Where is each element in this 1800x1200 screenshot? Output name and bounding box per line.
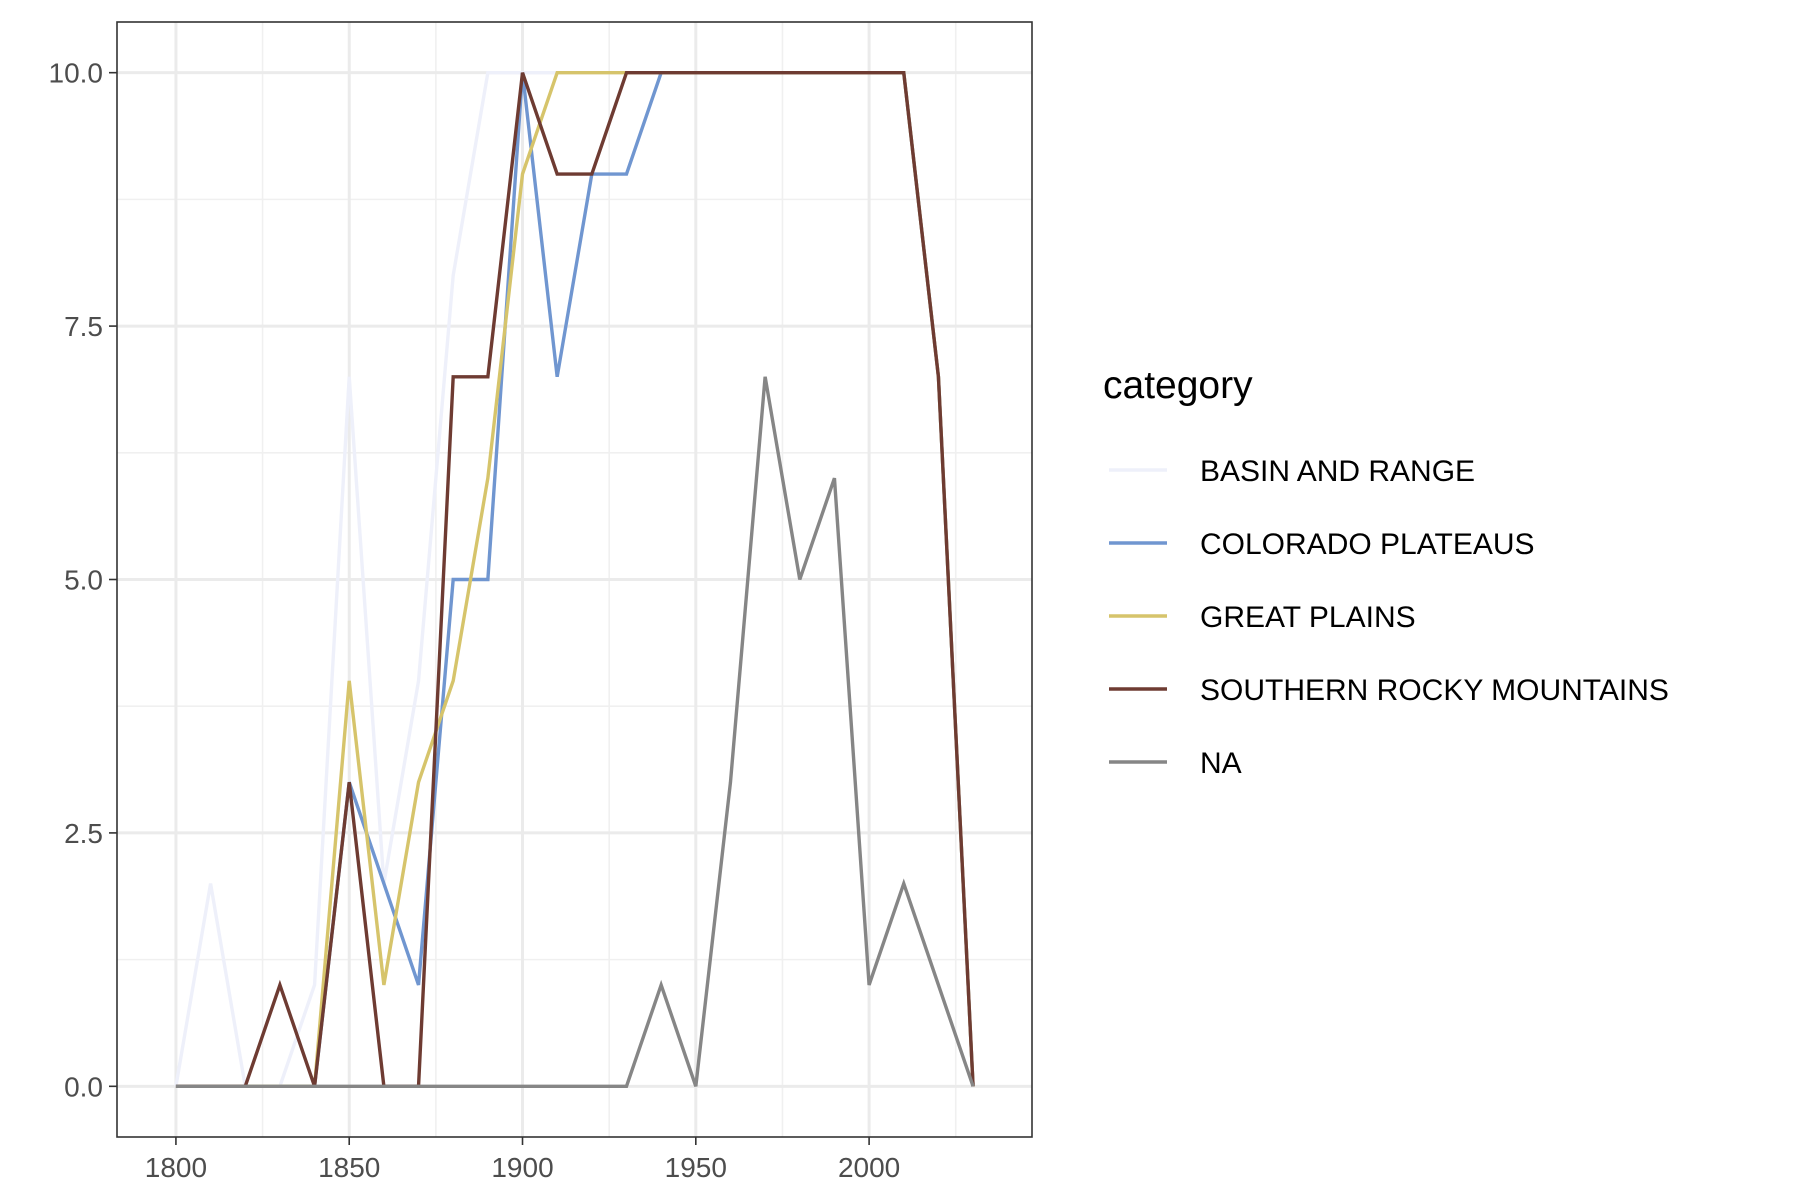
series-lines — [174, 70, 975, 1089]
legend-label: GREAT PLAINS — [1200, 601, 1416, 634]
y-tick-label: 2.5 — [64, 818, 103, 849]
x-tick-label: 1800 — [145, 1152, 207, 1183]
legend: category BASIN AND RANGE COLORADO PLATEAU… — [1103, 364, 1669, 780]
legend-label: BASIN AND RANGE — [1200, 455, 1475, 488]
x-tick-label: 1850 — [318, 1152, 380, 1183]
y-tick-label: 0.0 — [64, 1071, 103, 1102]
x-tick-label: 1900 — [491, 1152, 553, 1183]
major-gridlines — [117, 22, 1032, 1137]
y-tick-label: 7.5 — [64, 311, 103, 342]
y-tick-label: 5.0 — [64, 565, 103, 596]
series-line-na — [175, 376, 975, 1089]
legend-title: category — [1103, 364, 1253, 407]
legend-items: BASIN AND RANGE COLORADO PLATEAUS GREAT PL… — [1109, 455, 1669, 780]
x-axis: 1800 1850 1900 1950 2000 — [145, 1137, 900, 1183]
x-tick-label: 1950 — [665, 1152, 727, 1183]
y-tick-label: 10.0 — [49, 58, 104, 89]
series-line-southern-rocky-mountains — [175, 70, 975, 1089]
legend-label: COLORADO PLATEAUS — [1200, 528, 1535, 561]
legend-label: NA — [1200, 747, 1242, 780]
legend-label: SOUTHERN ROCKY MOUNTAINS — [1200, 674, 1669, 707]
x-tick-label: 2000 — [838, 1152, 900, 1183]
y-axis: 0.0 2.5 5.0 7.5 10.0 — [49, 58, 117, 1102]
